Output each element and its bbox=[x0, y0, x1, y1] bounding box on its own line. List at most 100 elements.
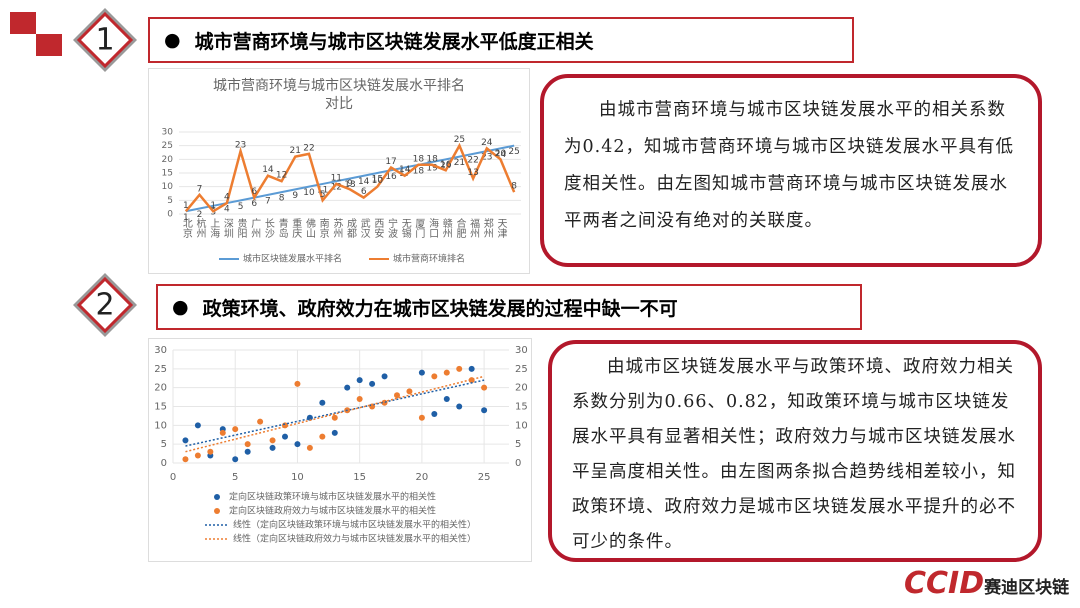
data-label: 17 bbox=[385, 157, 396, 167]
heading-text: 城市营商环境与城市区块链发展水平低度正相关 bbox=[194, 30, 594, 53]
data-label: 16 bbox=[385, 172, 397, 182]
data-label: 14 bbox=[399, 165, 411, 175]
line-series bbox=[185, 144, 515, 213]
data-label: 24 bbox=[481, 138, 493, 148]
point bbox=[194, 422, 201, 429]
point bbox=[257, 418, 264, 425]
x-tick-label: 海口 bbox=[427, 217, 439, 238]
y2-tick-label: 0 bbox=[515, 458, 521, 469]
x-tick-label: 南京 bbox=[317, 217, 329, 239]
point bbox=[269, 437, 276, 444]
x-tick-label: 佛山 bbox=[303, 217, 315, 238]
decor-square bbox=[36, 34, 62, 56]
legend-marker bbox=[214, 508, 220, 514]
point bbox=[443, 395, 450, 402]
data-label: 16 bbox=[440, 160, 452, 170]
data-label: 18 bbox=[413, 166, 425, 176]
data-label: 11 bbox=[331, 173, 342, 183]
data-label: 11 bbox=[317, 185, 328, 195]
data-label: 20 bbox=[495, 149, 507, 159]
x-tick-label: 杭州 bbox=[194, 217, 206, 238]
x-tick-label: 无锡 bbox=[399, 218, 411, 239]
x-tick-label: 深圳 bbox=[221, 218, 233, 238]
badge: 1 bbox=[73, 8, 137, 72]
data-label: 10 bbox=[372, 176, 384, 186]
trendline bbox=[185, 375, 485, 453]
legend-label: 定向区块链政府效力与城市区块链发展水平的相关性 bbox=[229, 505, 436, 517]
data-label: 7 bbox=[265, 196, 271, 206]
x-tick-label: 0 bbox=[170, 472, 176, 483]
legend-marker bbox=[214, 494, 220, 500]
x-tick-label: 合肥 bbox=[454, 217, 466, 239]
y-tick-label: 5 bbox=[167, 196, 173, 206]
badge-number: 2 bbox=[95, 288, 114, 323]
point bbox=[331, 429, 338, 436]
point bbox=[294, 380, 301, 387]
y2-tick-label: 15 bbox=[515, 402, 528, 413]
point bbox=[406, 388, 413, 395]
legend-label: 定向区块链政策环境与城市区块链发展水平的相关性 bbox=[229, 491, 436, 503]
x-tick-label: 10 bbox=[291, 472, 304, 483]
x-tick-label: 5 bbox=[232, 472, 238, 483]
x-tick-label: 重庆 bbox=[290, 217, 302, 239]
x-tick-label: 北京 bbox=[180, 218, 192, 239]
data-label: 23 bbox=[481, 153, 492, 163]
point bbox=[244, 441, 251, 448]
text-box: 由城市营商环境与城市区块链发展水平的相关系数为0.42，知城市营商环境与城市区块… bbox=[540, 74, 1042, 267]
data-label: 13 bbox=[467, 168, 478, 178]
x-tick-label: 成都 bbox=[345, 218, 357, 239]
data-label: 1 bbox=[183, 213, 189, 223]
x-tick-label: 贵阳 bbox=[235, 217, 247, 238]
data-label: 25 bbox=[454, 135, 465, 145]
point bbox=[456, 365, 463, 372]
point bbox=[456, 403, 463, 410]
data-label: 22 bbox=[467, 155, 478, 165]
point bbox=[319, 433, 326, 440]
y-tick-label: 25 bbox=[154, 364, 167, 375]
point bbox=[244, 448, 251, 455]
point bbox=[481, 407, 488, 414]
x-tick-label: 西安 bbox=[372, 218, 384, 239]
data-label: 20 bbox=[440, 161, 452, 171]
point bbox=[344, 384, 351, 391]
point bbox=[294, 441, 301, 448]
point bbox=[219, 429, 226, 436]
data-label: 24 bbox=[495, 150, 507, 160]
y2-tick-label: 10 bbox=[515, 420, 528, 431]
y2-tick-label: 25 bbox=[515, 364, 528, 375]
y-tick-label: 0 bbox=[167, 210, 173, 220]
data-label: 9 bbox=[347, 179, 353, 189]
x-tick-label: 天津 bbox=[495, 218, 507, 239]
data-label: 1 bbox=[210, 201, 216, 211]
point bbox=[306, 444, 313, 451]
legend-label: 线性（定向区块链政策环境与城市区块链发展水平的相关性） bbox=[233, 519, 476, 531]
y-tick-label: 30 bbox=[162, 128, 174, 138]
data-label: 19 bbox=[426, 164, 438, 174]
logo-name: 赛迪区块链 bbox=[984, 578, 1070, 598]
trendline bbox=[185, 379, 485, 447]
data-label: 18 bbox=[426, 154, 438, 164]
legend-label: 城市区块链发展水平排名 bbox=[243, 253, 342, 265]
x-tick-label: 青岛 bbox=[276, 217, 288, 239]
data-label: 13 bbox=[344, 180, 355, 190]
x-tick-label: 赣州 bbox=[440, 217, 452, 238]
y-tick-label: 10 bbox=[162, 182, 174, 192]
point bbox=[431, 411, 438, 418]
point bbox=[269, 444, 276, 451]
data-label: 5 bbox=[320, 190, 326, 200]
y-tick-label: 10 bbox=[154, 420, 167, 431]
data-label: 9 bbox=[292, 191, 298, 201]
y-tick-label: 0 bbox=[161, 458, 167, 469]
data-label: 17 bbox=[399, 169, 410, 179]
badge: 2 bbox=[73, 273, 137, 337]
heading: ● 城市营商环境与城市区块链发展水平低度正相关 bbox=[148, 17, 854, 63]
point bbox=[232, 456, 239, 463]
x-tick-label: 15 bbox=[353, 472, 366, 483]
data-label: 8 bbox=[511, 182, 517, 192]
x-tick-label: 长沙 bbox=[262, 218, 274, 238]
data-label: 4 bbox=[224, 205, 230, 215]
badge-number: 1 bbox=[95, 23, 114, 58]
point bbox=[356, 395, 363, 402]
data-label: 2 bbox=[197, 210, 203, 220]
data-label: 8 bbox=[279, 194, 285, 204]
